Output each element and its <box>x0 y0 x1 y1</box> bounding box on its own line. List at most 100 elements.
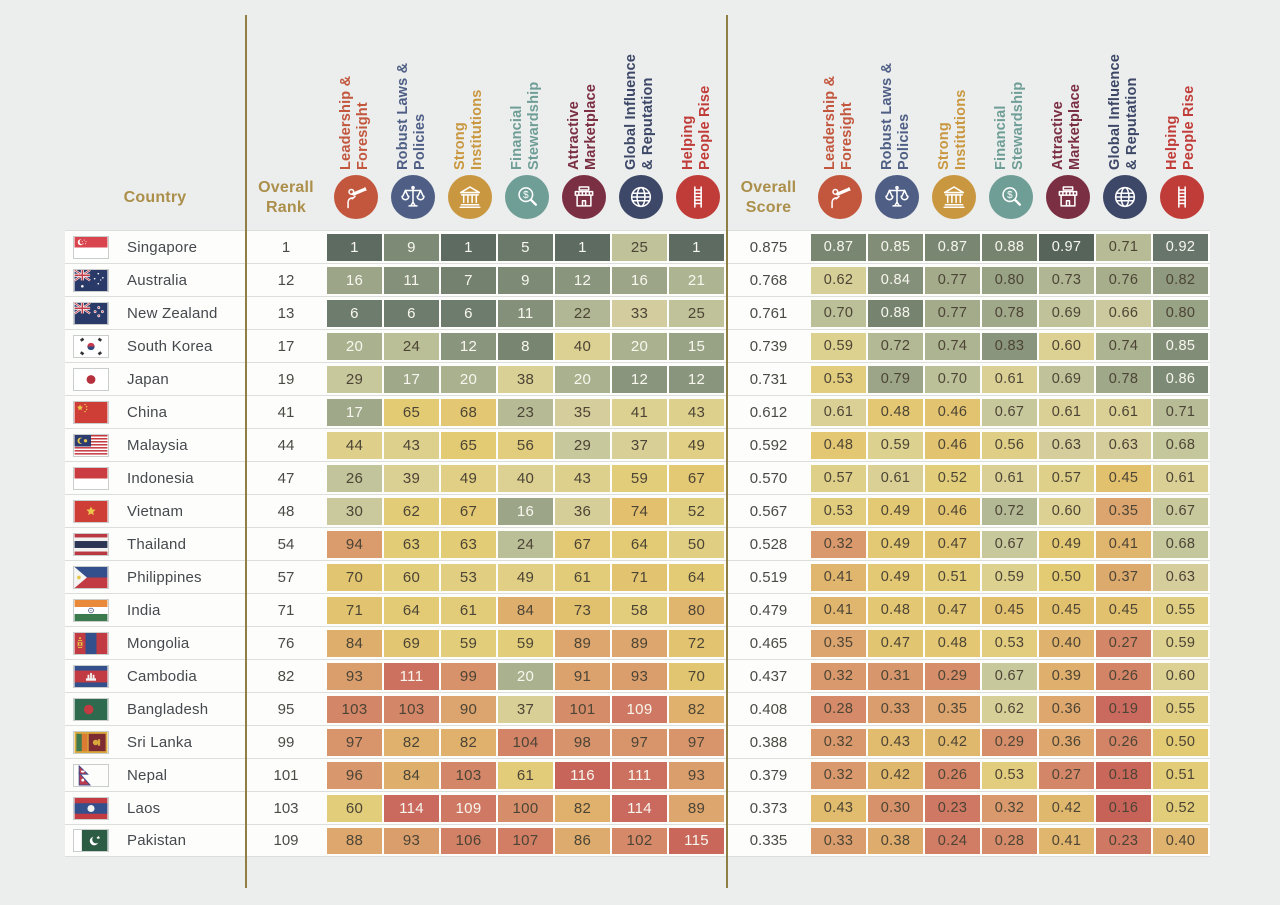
country-header: Country <box>123 189 187 206</box>
rank-cell: 82 <box>384 728 441 756</box>
score-cell: 0.71 <box>1096 233 1153 261</box>
score-cell: 0.37 <box>1096 563 1153 591</box>
score-cell: 0.27 <box>1039 761 1096 789</box>
rank-cell: 43 <box>384 431 441 459</box>
score-cell: 0.77 <box>925 299 982 327</box>
rank-cell: 82 <box>441 728 498 756</box>
score-cell: 0.48 <box>811 431 868 459</box>
score-cell: 0.30 <box>868 794 925 822</box>
flag-au-icon <box>73 268 109 292</box>
table-row: Indonesia 47 26 39 49 40 43 59 67 0.570 0.57 0.61 0.… <box>65 461 1210 494</box>
score-cell: 0.27 <box>1096 629 1153 657</box>
rank-cell: 29 <box>555 431 612 459</box>
rank-cell: 61 <box>555 563 612 591</box>
score-cell: 0.32 <box>811 761 868 789</box>
rank-cell: 106 <box>441 827 498 854</box>
rank-cell: 93 <box>612 662 669 690</box>
rank-cell: 12 <box>441 332 498 360</box>
score-cell: 0.40 <box>1039 629 1096 657</box>
score-cell: 0.31 <box>868 662 925 690</box>
score-cell: 0.62 <box>811 266 868 294</box>
rank-cell: 64 <box>669 563 726 591</box>
table-row: Japan 19 29 17 20 38 20 12 12 0.731 0.53 0.79 0.70 0.… <box>65 362 1210 395</box>
country-name: Malaysia <box>127 436 188 454</box>
score-cell: 0.41 <box>811 596 868 624</box>
category-label-attractive-marketplace-rank: Attractive Marketplace <box>566 83 599 170</box>
rank-cell: 9 <box>498 266 555 294</box>
overall-rank-value: 12 <box>277 271 295 289</box>
table-row: Philippines 57 70 60 53 49 61 71 64 0.519 0.41 0.49… <box>65 560 1210 593</box>
rank-cell: 60 <box>384 563 441 591</box>
rank-cell: 6 <box>327 299 384 327</box>
overall-rank-value: 109 <box>273 832 299 849</box>
score-cell: 0.32 <box>811 662 868 690</box>
overall-score-value: 0.592 <box>749 436 788 454</box>
score-cell: 0.41 <box>811 563 868 591</box>
score-cell: 0.29 <box>982 728 1039 756</box>
score-cell: 0.47 <box>925 596 982 624</box>
table-row: India 71 71 64 61 84 73 58 80 0.479 0.41 0.48 0.47 0.… <box>65 593 1210 626</box>
score-cell: 0.35 <box>925 695 982 723</box>
table-row: Laos 103 60 114 109 100 82 114 89 0.373 0.43 0.30 0.… <box>65 791 1210 824</box>
score-cell: 0.70 <box>811 299 868 327</box>
score-cell: 0.74 <box>925 332 982 360</box>
score-cell: 0.39 <box>1039 662 1096 690</box>
category-label-helping-people-rise-score: Helping People Rise <box>1164 85 1197 170</box>
globe-icon <box>618 175 663 219</box>
flag-nz-icon <box>73 301 109 325</box>
score-cell: 0.77 <box>925 266 982 294</box>
rank-cell: 26 <box>327 464 384 492</box>
category-label-strong-institutions-score: Strong Institutions <box>936 89 969 170</box>
telescope-icon <box>333 175 378 219</box>
score-cell: 0.36 <box>1039 728 1096 756</box>
score-cell: 0.57 <box>1039 464 1096 492</box>
score-cell: 0.53 <box>982 761 1039 789</box>
ladder-icon <box>675 175 720 219</box>
score-cell: 0.26 <box>1096 728 1153 756</box>
flag-kh-icon <box>73 664 109 688</box>
rank-cell: 16 <box>498 497 555 525</box>
rank-cell: 111 <box>384 662 441 690</box>
country-name: Indonesia <box>127 469 194 487</box>
rank-cell: 84 <box>327 629 384 657</box>
rank-cell: 90 <box>441 695 498 723</box>
score-cell: 0.48 <box>868 398 925 426</box>
score-cell: 0.52 <box>925 464 982 492</box>
rank-cell: 20 <box>327 332 384 360</box>
overall-score-value: 0.567 <box>749 502 788 520</box>
overall-rank-value: 103 <box>273 799 299 817</box>
table-row: China 41 17 65 68 23 35 41 43 0.612 0.61 0.48 0.46 0.… <box>65 395 1210 428</box>
overall-score-value: 0.768 <box>749 271 788 289</box>
score-cell: 0.33 <box>811 827 868 854</box>
rank-cell: 101 <box>555 695 612 723</box>
table-row: Malaysia 44 44 43 65 56 29 37 49 0.592 0.48 0.59 0.4… <box>65 428 1210 461</box>
table-row: Cambodia 82 93 111 99 20 91 93 70 0.437 0.32 0.31 0.… <box>65 659 1210 692</box>
score-cell: 0.76 <box>1096 266 1153 294</box>
rank-cell: 67 <box>441 497 498 525</box>
country-name: Nepal <box>127 766 168 784</box>
rank-cell: 1 <box>441 233 498 261</box>
rank-cell: 109 <box>612 695 669 723</box>
rank-cell: 82 <box>669 695 726 723</box>
score-cell: 0.79 <box>868 365 925 393</box>
rank-cell: 36 <box>555 497 612 525</box>
score-cell: 0.80 <box>1153 299 1210 327</box>
score-cell: 0.32 <box>811 728 868 756</box>
score-cell: 0.92 <box>1153 233 1210 261</box>
overall-score-value: 0.465 <box>749 634 788 652</box>
rank-cell: 1 <box>327 233 384 261</box>
country-name: Philippines <box>127 568 202 586</box>
rank-cell: 5 <box>498 233 555 261</box>
score-cell: 0.51 <box>1153 761 1210 789</box>
overall-rank-header: Overall Rank <box>258 179 314 216</box>
rank-cell: 84 <box>498 596 555 624</box>
score-cell: 0.61 <box>1153 464 1210 492</box>
rank-cell: 6 <box>384 299 441 327</box>
rank-cell: 62 <box>384 497 441 525</box>
flag-th-icon <box>73 532 109 556</box>
rank-cell: 38 <box>498 365 555 393</box>
score-cell: 0.60 <box>1153 662 1210 690</box>
score-cell: 0.18 <box>1096 761 1153 789</box>
rank-cell: 94 <box>327 530 384 558</box>
